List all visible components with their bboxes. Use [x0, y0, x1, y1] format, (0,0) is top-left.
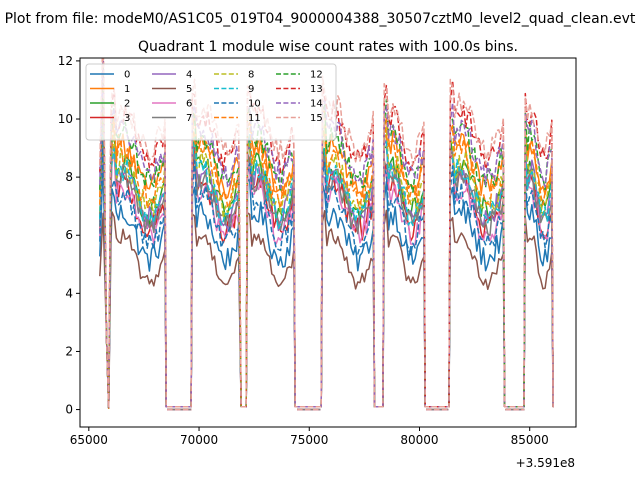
legend-box [85, 63, 337, 141]
legend-label-5: 5 [186, 84, 192, 95]
legend-label-15: 15 [310, 113, 323, 124]
legend-label-9: 9 [248, 84, 254, 95]
legend-label-4: 4 [186, 70, 192, 81]
x-offset-label: +3.591e8 [516, 456, 575, 470]
y-axis: 0 2 4 6 8 10 12 [58, 54, 80, 417]
x-tick-label: 85000 [511, 433, 549, 447]
x-tick-label: 70000 [180, 433, 218, 447]
legend-label-14: 14 [310, 99, 323, 110]
y-tick-label: 2 [65, 344, 73, 358]
series-line-4 [99, 109, 554, 409]
x-axis: 65000 70000 75000 80000 85000 [70, 427, 549, 447]
legend-label-8: 8 [248, 70, 254, 81]
figure-suptitle: Plot from file: modeM0/AS1C05_019T04_900… [5, 11, 636, 27]
legend-label-10: 10 [248, 99, 261, 110]
legend-label-6: 6 [186, 99, 192, 110]
plot-frame [79, 57, 577, 428]
legend-label-1: 1 [124, 84, 130, 95]
x-tick-label: 65000 [70, 433, 108, 447]
y-tick-label: 12 [58, 54, 73, 68]
series-line-11 [99, 84, 554, 409]
legend-label-0: 0 [124, 70, 130, 81]
y-tick-label: 10 [58, 112, 73, 126]
chart-title: Quadrant 1 module wise count rates with … [138, 39, 518, 55]
series-line-5 [99, 209, 554, 409]
legend-label-7: 7 [186, 113, 192, 124]
legend-label-12: 12 [310, 70, 323, 81]
y-tick-label: 4 [65, 286, 73, 300]
legend-label-2: 2 [124, 99, 130, 110]
legend-label-11: 11 [248, 113, 261, 124]
legend-label-13: 13 [310, 84, 323, 95]
y-tick-label: 6 [65, 228, 73, 242]
x-tick-label: 80000 [400, 433, 438, 447]
y-tick-label: 8 [65, 170, 73, 184]
series-line-9 [99, 105, 554, 409]
legend-label-3: 3 [124, 113, 130, 124]
x-tick-label: 75000 [290, 433, 328, 447]
y-tick-label: 0 [65, 403, 73, 417]
